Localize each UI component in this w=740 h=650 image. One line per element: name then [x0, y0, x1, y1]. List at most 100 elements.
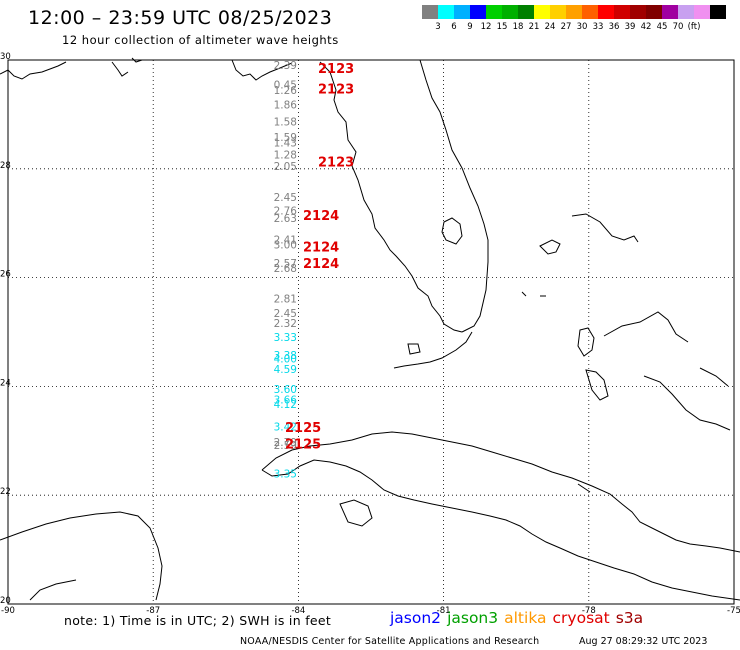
colorbar-swatch	[422, 5, 438, 19]
colorbar-swatch	[454, 5, 470, 19]
satellite-name-cryosat: cryosat	[552, 609, 610, 627]
y-tick-label: 20	[0, 596, 11, 606]
colorbar-label: 18	[512, 22, 524, 32]
wave-height-label: 4.00	[274, 354, 297, 366]
observation-layer: 2.39 0.451.26 1.86 1.58 1.591.431.282.05 2.45…	[274, 60, 298, 481]
generated-timestamp: Aug 27 08:29:32 UTC 2023	[579, 636, 708, 647]
pass-number-label: 2125	[285, 421, 321, 436]
x-tick-label: -75	[727, 606, 740, 616]
colorbar-label: 9	[467, 22, 473, 32]
wave-height-label: 2.32	[274, 318, 297, 330]
x-tick-label: -78	[582, 606, 596, 616]
map-title: 12:00 – 23:59 UTC 08/25/2023	[28, 7, 333, 29]
colorbar-label: 45	[656, 22, 668, 32]
colorbar-swatch	[518, 5, 534, 19]
pass-number-label: 2123	[318, 156, 354, 171]
wave-height-label: 1.58	[274, 116, 297, 128]
wave-height-label: 4.59	[274, 364, 297, 376]
wave-height-label: 2.39	[274, 60, 297, 72]
colorbar-swatch	[710, 5, 726, 19]
wave-height-label: 2.57	[274, 258, 297, 270]
x-tick-label: -84	[291, 606, 305, 616]
wave-height-label: 2.76	[274, 206, 298, 218]
colorbar-label: 36	[608, 22, 620, 32]
wave-height-label: 2.45	[274, 308, 297, 320]
wave-height-label: 2.59	[274, 440, 297, 452]
colorbar-swatch	[630, 5, 646, 19]
wave-height-label: 4.12	[274, 399, 297, 411]
colorbar-swatch	[598, 5, 614, 19]
colorbar-unit: (ft)	[687, 22, 701, 32]
wave-height-label: 3.42	[274, 422, 297, 434]
wave-height-label: 2.05	[274, 161, 297, 173]
colorbar-swatch	[662, 5, 678, 19]
colorbar-swatch	[678, 5, 694, 19]
coastline-outline	[0, 57, 740, 601]
pass-number-label: 2124	[303, 209, 339, 224]
colorbar-label: 3	[435, 22, 441, 32]
wave-height-label: 3.00	[274, 239, 297, 251]
colorbar-swatch	[470, 5, 486, 19]
wave-height-label: 1.86	[274, 100, 298, 112]
colorbar-swatch	[486, 5, 502, 19]
map-border	[7, 59, 735, 605]
wave-height-label: 1.59	[274, 132, 297, 144]
wave-height-label: 1.26	[274, 85, 298, 97]
colorbar-label: 30	[576, 22, 588, 32]
colorbar-swatch	[438, 5, 454, 19]
map-subtitle: 12 hour collection of altimeter wave hei…	[62, 33, 339, 47]
pass-number-label: 2124	[303, 257, 339, 272]
colorbar-swatch	[646, 5, 662, 19]
colorbar-label: 27	[560, 22, 572, 32]
wave-height-label: 3.66	[274, 394, 298, 406]
wave-height-label: 1.43	[274, 138, 297, 150]
credit-line: NOAA/NESDIS Center for Satellite Applica…	[240, 636, 540, 647]
pass-number-label: 2125	[285, 438, 321, 453]
colorbar-swatch	[502, 5, 518, 19]
satellite-name-s3a: s3a	[615, 609, 644, 627]
colorbar-swatch	[694, 5, 710, 19]
x-tick-label: -87	[146, 606, 160, 616]
x-tick-label: -90	[1, 606, 15, 616]
wave-height-label: 2.45	[274, 192, 297, 204]
colorbar-swatch	[550, 5, 566, 19]
wave-height-label: 2.79	[274, 437, 297, 449]
colorbar-swatch	[614, 5, 630, 19]
wave-height-label: 2.63	[274, 213, 297, 225]
colorbar-label: 6	[451, 22, 457, 32]
pass-number-label: 2123	[318, 82, 354, 97]
satellite-name-jason3: jason3	[447, 609, 499, 627]
satellite-name-altika: altika	[504, 609, 547, 627]
colorbar-label: 24	[544, 22, 556, 32]
x-tick-label: -81	[437, 606, 451, 616]
colorbar-label: 33	[592, 22, 604, 32]
wave-height-label: 2.81	[274, 293, 297, 305]
colorbar-label: 70	[672, 22, 684, 32]
wave-height-label: 1.28	[274, 150, 297, 162]
footer-note: note: 1) Time is in UTC; 2) SWH is in fe…	[64, 613, 332, 628]
satellite-legend: jason2 jason3 altika cryosat s3a	[390, 609, 649, 627]
y-tick-label: 28	[0, 161, 11, 171]
wave-height-label: 3.60	[274, 384, 297, 396]
map-frame: -90 -87 -84 -81 -78 -75 30 28 26 24 22 20	[0, 52, 740, 616]
wave-height-label: 0.45	[274, 79, 297, 91]
colorbar-label: 15	[496, 22, 508, 32]
y-tick-label: 24	[0, 378, 11, 388]
colorbar-swatch	[582, 5, 598, 19]
wave-height-label: 3.38	[274, 350, 297, 362]
colorbar-label: 21	[528, 22, 540, 32]
wave-height-label: 3.35	[274, 468, 297, 480]
colorbar-swatch	[566, 5, 582, 19]
satellite-name-jason2: jason2	[390, 609, 442, 627]
pass-number-label: 2124	[303, 241, 339, 256]
colorbar-label: 39	[624, 22, 636, 32]
wave-height-label: 3.33	[274, 332, 297, 344]
y-tick-label: 26	[0, 270, 11, 280]
y-tick-label: 22	[0, 487, 11, 497]
colorbar-label: 12	[480, 22, 492, 32]
pass-number-label: 2123	[318, 62, 354, 77]
wave-height-label: 2.41	[274, 235, 297, 247]
colorbar-label: 42	[640, 22, 652, 32]
